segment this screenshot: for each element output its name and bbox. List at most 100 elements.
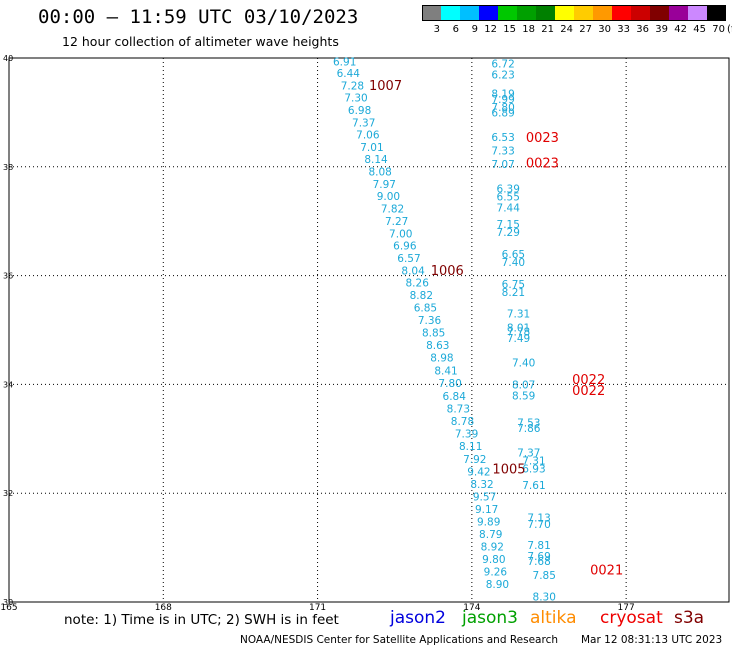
swh-data-label: 7.40 xyxy=(512,358,535,370)
swh-data-label: 7.00 xyxy=(389,229,412,241)
swh-data-label: 7.81 xyxy=(527,540,550,552)
colorbar-label: 39 xyxy=(655,24,668,34)
track-time-label: 1006 xyxy=(431,264,464,279)
legend-jason3: jason3 xyxy=(462,608,518,628)
swh-data-label: 8.26 xyxy=(406,278,430,290)
legend-s3a: s3a xyxy=(674,608,705,628)
x-tick-label: 168 xyxy=(155,603,172,610)
colorbar-label: 30 xyxy=(598,24,611,34)
track-time-label: 0023 xyxy=(526,156,559,171)
swh-data-label: 7.49 xyxy=(507,333,530,345)
colorbar-swatch xyxy=(422,5,441,21)
swh-data-label: 8.73 xyxy=(447,403,470,415)
swh-data-label: 7.86 xyxy=(517,423,541,435)
swh-data-label: 6.55 xyxy=(497,192,520,204)
swh-data-label: 7.99 xyxy=(491,94,514,106)
swh-data-label: 8.79 xyxy=(479,529,502,541)
colorbar-swatch xyxy=(460,5,479,21)
swh-data-label: 6.85 xyxy=(414,303,437,315)
map-frame xyxy=(8,57,730,603)
colorbar-swatch xyxy=(612,5,631,21)
track-time-label: 0023 xyxy=(526,131,559,146)
swh-data-label: 6.23 xyxy=(491,69,514,81)
swh-data-label: 7.82 xyxy=(381,204,404,216)
swh-data-label: 9.89 xyxy=(477,516,500,528)
track-time-label: 1005 xyxy=(492,463,525,478)
swh-data-label: 7.80 xyxy=(491,102,514,114)
colorbar-label: 6 xyxy=(453,24,459,34)
swh-data-label: 7.37 xyxy=(352,118,375,130)
colorbar-label: 36 xyxy=(636,24,649,34)
legend-altika: altika xyxy=(530,608,577,628)
swh-data-label: 9.17 xyxy=(475,504,498,516)
swh-data-label: 6.75 xyxy=(502,279,525,291)
swh-data-label: 6.72 xyxy=(491,58,514,70)
wave-height-map: 165 168 171 174 1774038363432306.916.447.287… xyxy=(0,54,730,610)
swh-data-label: 7.29 xyxy=(497,227,520,239)
swh-data-label: 9.26 xyxy=(484,567,508,579)
y-tick-label: 34 xyxy=(3,380,13,389)
y-tick-label: 32 xyxy=(3,489,13,498)
swh-data-label: 8.30 xyxy=(533,592,556,604)
swh-data-label: 7.85 xyxy=(533,570,556,582)
swh-data-label: 7.92 xyxy=(463,454,486,466)
colorbar-label: 12 xyxy=(484,24,497,34)
x-tick-label: 171 xyxy=(309,603,326,610)
swh-data-label: 7.53 xyxy=(517,417,540,429)
swh-data-label: 7.68 xyxy=(527,556,550,568)
swh-data-label: 9.00 xyxy=(377,191,400,203)
swh-data-label: 8.01 xyxy=(507,322,530,334)
colorbar-swatch xyxy=(631,5,650,21)
swh-data-label: 7.07 xyxy=(491,159,514,171)
page-subtitle: 12 hour collection of altimeter wave hei… xyxy=(62,34,339,49)
colorbar-label: 21 xyxy=(541,24,554,34)
swh-data-label: 7.39 xyxy=(455,428,478,440)
swh-data-label: 8.82 xyxy=(410,290,433,302)
swh-data-label: 7.80 xyxy=(438,378,461,390)
swh-data-label: 6.89 xyxy=(491,107,514,119)
swh-data-label: 7.37 xyxy=(517,447,540,459)
swh-data-label: 6.39 xyxy=(497,184,520,196)
swh-data-label: 8.85 xyxy=(422,328,445,340)
swh-data-label: 6.96 xyxy=(393,241,417,253)
colorbar-label: 42 xyxy=(674,24,687,34)
colorbar-swatch xyxy=(650,5,669,21)
swh-data-label: 7.36 xyxy=(418,315,442,327)
swh-data-label: 8.14 xyxy=(364,154,388,166)
swh-data-label: 7.27 xyxy=(385,216,408,228)
colorbar-unit: (ft) xyxy=(727,24,732,34)
colorbar-label: 9 xyxy=(472,24,478,34)
page-title: 00:00 – 11:59 UTC 03/10/2023 xyxy=(38,6,359,28)
colorbar-swatch xyxy=(574,5,593,21)
swh-data-label: 7.40 xyxy=(502,257,525,269)
swh-data-label: 6.57 xyxy=(397,253,420,265)
colorbar-swatch xyxy=(517,5,536,21)
y-tick-label: 40 xyxy=(3,54,13,63)
swh-data-label: 6.98 xyxy=(348,105,371,117)
colorbar-label: 3 xyxy=(434,24,440,34)
swh-data-label: 7.61 xyxy=(522,480,545,492)
swh-data-label: 7.30 xyxy=(344,93,367,105)
footer-timestamp: Mar 12 08:31:13 UTC 2023 xyxy=(581,634,723,646)
swh-data-label: 7.15 xyxy=(497,219,520,231)
colorbar-label: 33 xyxy=(617,24,630,34)
colorbar-label: 15 xyxy=(503,24,516,34)
swh-data-label: 8.59 xyxy=(512,390,535,402)
colorbar-label: 27 xyxy=(579,24,592,34)
colorbar-swatch xyxy=(498,5,517,21)
colorbar-label: 45 xyxy=(693,24,706,34)
colorbar-swatch xyxy=(479,5,498,21)
x-tick-label: 165 xyxy=(0,603,17,610)
colorbar-label: 24 xyxy=(560,24,573,34)
swh-data-label: 6.53 xyxy=(491,132,514,144)
track-time-label: 1007 xyxy=(369,79,402,94)
colorbar-swatch xyxy=(707,5,726,21)
swh-data-label: 9.80 xyxy=(482,554,505,566)
colorbar-frame xyxy=(422,5,726,21)
swh-data-label: 7.28 xyxy=(341,81,364,93)
track-time-label: 0022 xyxy=(572,384,605,399)
swh-data-label: 7.33 xyxy=(491,145,514,157)
colorbar-label: 70 xyxy=(712,24,725,34)
swh-data-label: 8.19 xyxy=(491,88,514,100)
swh-data-label: 7.97 xyxy=(373,179,396,191)
